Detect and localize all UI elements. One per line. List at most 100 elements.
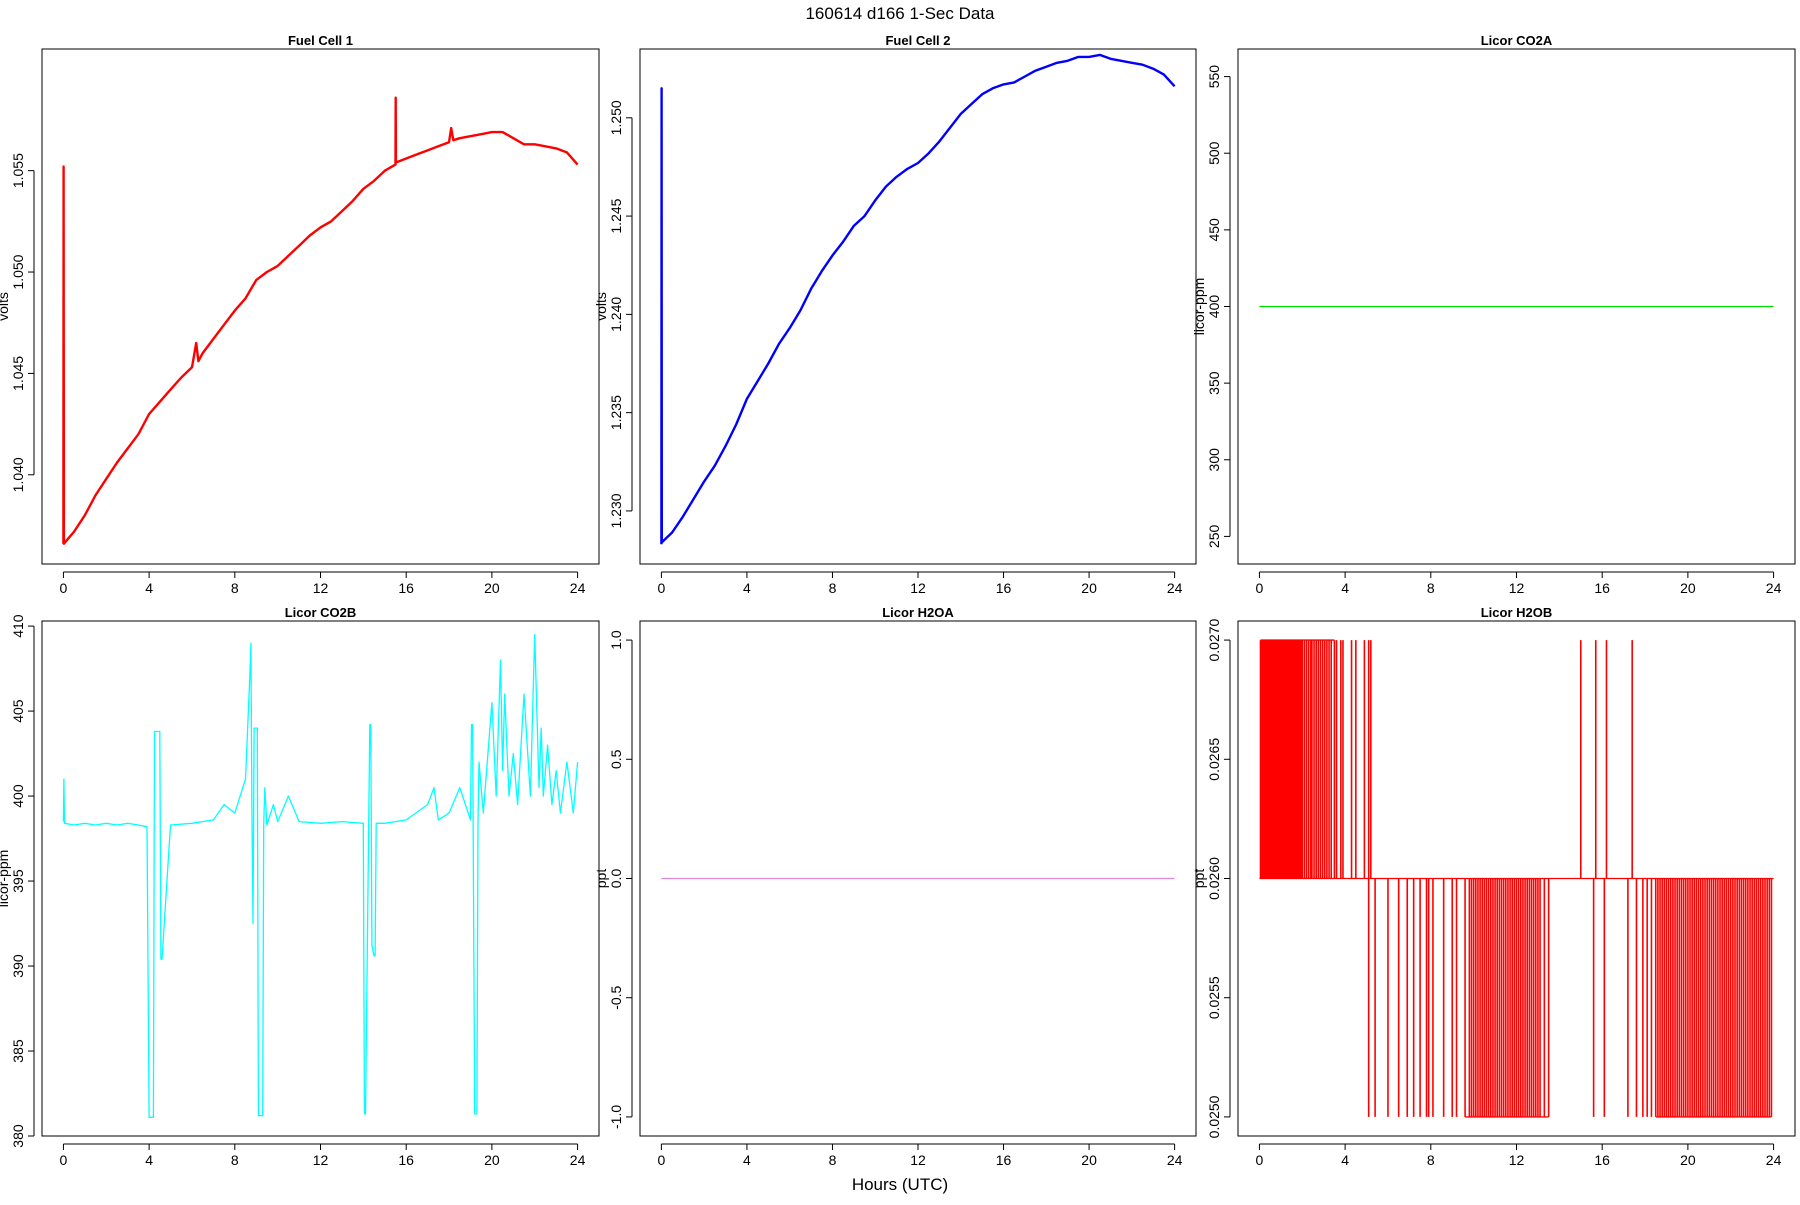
panel-title: Licor H2OB (1481, 605, 1553, 620)
y-tick-label: 0.0265 (1206, 738, 1222, 781)
series-line-fuel-cell-1 (62, 96, 579, 545)
y-tick-label: 0.0270 (1206, 618, 1222, 661)
y-tick-label: 1.230 (608, 493, 624, 528)
y-tick-label: 400 (10, 784, 26, 808)
y-tick-label: -0.5 (608, 985, 624, 1009)
panel-title: Fuel Cell 1 (288, 33, 353, 48)
panel-title: Licor CO2A (1481, 33, 1553, 48)
y-tick-label: 1.0 (608, 630, 624, 650)
y-tick-label: 390 (10, 954, 26, 978)
panel-fuel-cell-1: Fuel Cell 1 0 4 8 12 16 20 24 1.040 1.045 1.050 1.0… (0, 33, 600, 596)
panel-title: Fuel Cell 2 (885, 33, 950, 48)
x-tick-label: 24 (570, 580, 586, 596)
plot-frame (41, 48, 600, 565)
x-tick-label: 24 (1167, 580, 1183, 596)
x-tick-label: 0 (60, 580, 68, 596)
x-tick-label: 0 (1256, 580, 1264, 596)
x-tick-label: 8 (231, 580, 239, 596)
y-tick-label: 0.0250 (1206, 1095, 1222, 1138)
y-tick-label: 1.240 (608, 297, 624, 332)
panel-title: Licor CO2B (285, 605, 357, 620)
panel-fuel-cell-2: Fuel Cell 2 0 4 8 12 16 20 24 1.230 1.235 1.240 1.2… (593, 33, 1197, 596)
y-axis-label: licor-ppm (1191, 278, 1207, 336)
x-tick-label: 8 (231, 1152, 239, 1168)
y-tick-label: 1.055 (10, 153, 26, 188)
x-tick-label: 12 (1509, 1152, 1525, 1168)
x-tick-label: 12 (313, 1152, 329, 1168)
y-tick-label: 1.040 (10, 457, 26, 492)
plot-frame (639, 620, 1197, 1137)
y-tick-label: 0.5 (608, 749, 624, 769)
y-tick-label: 550 (1206, 65, 1222, 89)
y-tick-label: -1.0 (608, 1105, 624, 1129)
x-tick-label: 8 (829, 580, 837, 596)
x-tick-label: 20 (1680, 580, 1696, 596)
plot-frame (639, 48, 1197, 565)
x-tick-label: 20 (484, 580, 500, 596)
x-tick-label: 0 (657, 580, 665, 596)
y-tick-label: 385 (10, 1039, 26, 1063)
y-tick-label: 380 (10, 1124, 26, 1148)
y-tick-label: 1.050 (10, 254, 26, 289)
y-tick-label: 405 (10, 699, 26, 723)
x-tick-label: 16 (1594, 1152, 1610, 1168)
panel-title: Licor H2OA (882, 605, 954, 620)
x-tick-label: 4 (145, 580, 153, 596)
x-tick-label: 4 (743, 1152, 751, 1168)
x-tick-label: 4 (145, 1152, 153, 1168)
y-tick-label: 410 (10, 614, 26, 638)
x-tick-label: 4 (1341, 580, 1349, 596)
y-axis-label: ppt (593, 869, 609, 889)
y-tick-label: 250 (1206, 525, 1222, 549)
y-tick-label: 350 (1206, 371, 1222, 395)
plot-frame (1237, 48, 1796, 565)
x-tick-label: 20 (1680, 1152, 1696, 1168)
y-axis-label: volts (593, 292, 609, 321)
panel-licor-co2b: Licor CO2B 0 4 8 12 16 20 24 380 385 390 395 400 405 4… (0, 605, 600, 1168)
figure-title: 160614 d166 1-Sec Data (805, 4, 995, 23)
y-tick-label: 0.0260 (1206, 857, 1222, 900)
plot-frame (41, 620, 600, 1137)
y-tick-label: 1.235 (608, 395, 624, 430)
y-tick-label: 300 (1206, 448, 1222, 472)
x-tick-label: 12 (313, 580, 329, 596)
x-tick-label: 24 (1766, 580, 1782, 596)
x-tick-label: 8 (1427, 580, 1435, 596)
x-tick-label: 12 (910, 580, 926, 596)
x-tick-label: 16 (996, 1152, 1012, 1168)
x-tick-label: 12 (910, 1152, 926, 1168)
x-tick-label: 24 (570, 1152, 586, 1168)
x-tick-label: 24 (1766, 1152, 1782, 1168)
y-tick-label: 0.0 (608, 869, 624, 889)
y-tick-label: 1.245 (608, 198, 624, 233)
x-tick-label: 20 (1081, 580, 1097, 596)
x-tick-label: 16 (398, 1152, 414, 1168)
x-axis-label: Hours (UTC) (852, 1175, 948, 1194)
x-tick-label: 4 (743, 580, 751, 596)
x-tick-label: 0 (60, 1152, 68, 1168)
y-axis-label: licor-ppm (0, 850, 11, 908)
y-tick-label: 450 (1206, 218, 1222, 242)
y-tick-label: 395 (10, 869, 26, 893)
y-tick-label: 400 (1206, 295, 1222, 319)
y-tick-label: 500 (1206, 141, 1222, 165)
y-axis-label: volts (0, 292, 11, 321)
y-tick-label: 1.250 (608, 100, 624, 135)
x-tick-label: 0 (657, 1152, 665, 1168)
panel-licor-h2ob: Licor H2OB 0 4 8 12 16 20 24 0.0250 0.0255 0.0260 0… (1191, 605, 1796, 1168)
y-tick-label: 0.0255 (1206, 976, 1222, 1019)
x-tick-label: 4 (1341, 1152, 1349, 1168)
x-tick-label: 20 (1081, 1152, 1097, 1168)
x-tick-label: 24 (1167, 1152, 1183, 1168)
panel-licor-h2oa: Licor H2OA 0 4 8 12 16 20 24 -1.0 -0.5 0.0 0.5 1.0 pp… (593, 605, 1197, 1168)
series-line-fuel-cell-2 (660, 53, 1176, 545)
panel-licor-co2a: Licor CO2A 0 4 8 12 16 20 24 250 300 350 400 450 500 5… (1191, 33, 1796, 596)
x-tick-label: 16 (996, 580, 1012, 596)
y-tick-label: 1.045 (10, 356, 26, 391)
series-line-licor-co2b (62, 633, 579, 1118)
x-tick-label: 0 (1256, 1152, 1264, 1168)
x-tick-label: 16 (398, 580, 414, 596)
x-tick-label: 8 (829, 1152, 837, 1168)
